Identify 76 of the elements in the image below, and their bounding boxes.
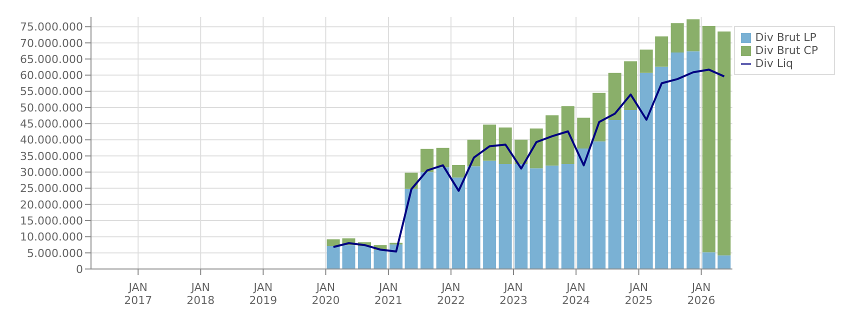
bar bbox=[640, 72, 653, 269]
y-tick-label: 35.000.000 bbox=[20, 150, 83, 163]
bar bbox=[452, 164, 466, 178]
y-tick-label: 60.000.000 bbox=[20, 69, 83, 82]
bar bbox=[546, 166, 559, 269]
legend-label: Div Brut CP bbox=[755, 44, 818, 57]
bar bbox=[498, 164, 512, 269]
bar bbox=[420, 172, 434, 269]
x-tick-label: JAN 2026 bbox=[687, 281, 716, 307]
bar bbox=[577, 148, 590, 269]
bar bbox=[655, 36, 668, 67]
y-tick-label: 30.000.000 bbox=[20, 166, 83, 179]
x-tick-label: JAN 2017 bbox=[124, 281, 152, 307]
bar bbox=[561, 164, 574, 269]
x-tick-label: JAN 2018 bbox=[186, 281, 215, 307]
bar bbox=[436, 167, 450, 269]
bar bbox=[374, 250, 387, 269]
bar bbox=[640, 50, 653, 73]
bar bbox=[577, 118, 590, 148]
bar bbox=[530, 168, 543, 269]
y-tick-label: 15.000.000 bbox=[20, 214, 83, 228]
y-tick-label: 10.000.000 bbox=[20, 230, 83, 244]
bar bbox=[514, 140, 528, 164]
y-tick-label: 75.000.000 bbox=[20, 20, 83, 34]
bar bbox=[686, 51, 700, 269]
bar bbox=[702, 252, 716, 269]
bar bbox=[655, 66, 668, 269]
legend-label: Div Liq bbox=[755, 57, 793, 70]
bar bbox=[624, 110, 638, 269]
bar bbox=[608, 120, 622, 269]
legend-label: Div Brut LP bbox=[755, 31, 816, 44]
bar bbox=[592, 141, 606, 269]
x-tick-label: JAN 2025 bbox=[624, 281, 653, 307]
bar bbox=[624, 61, 638, 110]
bar bbox=[467, 166, 480, 269]
bar bbox=[546, 115, 559, 166]
x-tick-label: JAN 2023 bbox=[500, 281, 528, 307]
bar bbox=[420, 148, 434, 172]
bar bbox=[342, 245, 356, 269]
bar bbox=[530, 128, 543, 168]
bar bbox=[326, 246, 340, 269]
x-tick-label: JAN 2024 bbox=[562, 281, 590, 307]
x-tick-label: JAN 2022 bbox=[436, 281, 465, 307]
bar bbox=[561, 106, 574, 164]
y-tick-label: 5.000.000 bbox=[27, 246, 83, 260]
bar bbox=[436, 148, 450, 168]
y-tick-label: 0 bbox=[76, 262, 83, 276]
bar bbox=[483, 160, 496, 269]
bar bbox=[483, 124, 496, 161]
y-tick-label: 40.000.000 bbox=[20, 134, 83, 147]
bar bbox=[670, 23, 684, 53]
bar bbox=[404, 172, 418, 189]
y-tick-label: 50.000.000 bbox=[20, 101, 83, 114]
x-tick-label: JAN 2019 bbox=[249, 281, 278, 307]
line-series bbox=[332, 68, 726, 253]
bar bbox=[358, 246, 371, 269]
bar bbox=[670, 52, 684, 269]
x-tick-label: JAN 2020 bbox=[312, 281, 340, 307]
y-tick-label: 65.000.000 bbox=[20, 52, 83, 66]
bar bbox=[686, 19, 700, 52]
x-tick-label: JAN 2021 bbox=[374, 281, 402, 307]
bar bbox=[718, 255, 731, 269]
bar bbox=[452, 178, 466, 269]
bar bbox=[718, 32, 731, 256]
bar bbox=[498, 127, 512, 164]
bar bbox=[404, 188, 418, 269]
y-tick-label: 55.000.000 bbox=[20, 85, 83, 98]
bar bbox=[592, 92, 606, 142]
bar bbox=[702, 26, 716, 252]
y-tick-label: 45.000.000 bbox=[20, 118, 83, 131]
bar bbox=[514, 164, 528, 269]
y-tick-label: 20.000.000 bbox=[20, 198, 83, 212]
y-tick-label: 25.000.000 bbox=[20, 182, 83, 196]
bar bbox=[608, 72, 622, 120]
y-tick-label: 70.000.000 bbox=[20, 36, 83, 50]
bar bbox=[326, 239, 340, 246]
